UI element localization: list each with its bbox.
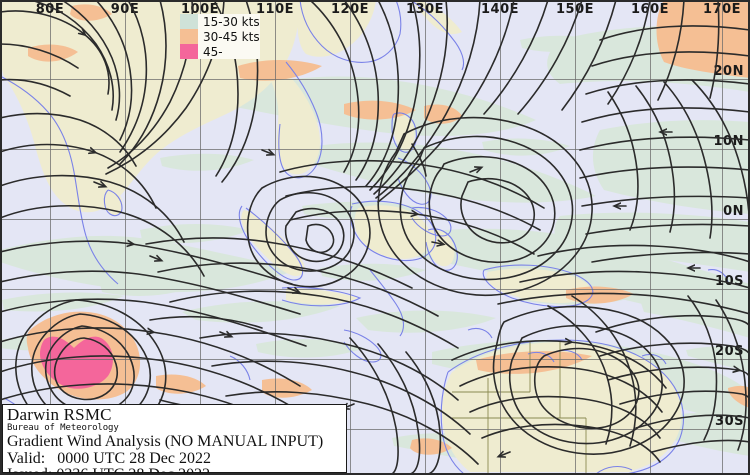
longitude-tick-label: 160E: [630, 2, 670, 17]
graticule-meridian: [575, 0, 576, 475]
graticule-parallel: [0, 289, 750, 290]
graticule-meridian: [722, 0, 723, 475]
graticule-parallel: [0, 359, 750, 360]
legend-entry: 45-: [180, 44, 260, 59]
longitude-tick-label: 140E: [480, 2, 520, 17]
windspeed-legend: 15-30 kts 30-45 kts 45-: [180, 14, 260, 59]
product-title: Gradient Wind Analysis (NO MANUAL INPUT): [7, 433, 324, 450]
legend-label-45plus: 45-: [198, 44, 223, 59]
organisation-name: Bureau of Meteorology: [7, 423, 119, 433]
latitude-tick-label: 20S: [715, 344, 744, 359]
graticule-meridian: [350, 0, 351, 475]
legend-swatch-15-30: [180, 14, 198, 29]
latitude-tick-label: 0N: [723, 204, 744, 219]
graticule-parallel: [0, 149, 750, 150]
longitude-tick-label: 170E: [702, 2, 742, 17]
legend-entry: 30-45 kts: [180, 29, 260, 44]
graticule-parallel: [0, 219, 750, 220]
issued-time: Issued: 0336 UTC 28 Dec 2022: [7, 466, 211, 475]
graticule-meridian: [275, 0, 276, 475]
latitude-tick-label: 30S: [715, 414, 744, 429]
latitude-tick-label: 10S: [715, 274, 744, 289]
longitude-tick-label: 110E: [255, 2, 295, 17]
latitude-tick-label: 20N: [713, 64, 744, 79]
graticule-parallel: [0, 79, 750, 80]
graticule-parallel: [0, 429, 750, 430]
legend-entry: 15-30 kts: [180, 14, 260, 29]
longitude-tick-label: 80E: [35, 2, 65, 17]
graticule-meridian: [50, 0, 51, 475]
longitude-tick-label: 150E: [555, 2, 595, 17]
legend-swatch-45plus: [180, 44, 198, 59]
legend-swatch-30-45: [180, 29, 198, 44]
graticule-meridian: [650, 0, 651, 475]
graticule-meridian: [125, 0, 126, 475]
issuing-centre: Darwin RSMC: [7, 405, 112, 424]
graticule-meridian: [425, 0, 426, 475]
valid-time: Valid: 0000 UTC 28 Dec 2022: [7, 449, 211, 467]
legend-label-15-30: 15-30 kts: [198, 14, 260, 29]
legend-label-30-45: 30-45 kts: [198, 29, 260, 44]
longitude-tick-label: 120E: [330, 2, 370, 17]
longitude-tick-label: 100E: [180, 2, 220, 17]
caption-box: Darwin RSMC Bureau of Meteorology Gradie…: [2, 404, 347, 475]
